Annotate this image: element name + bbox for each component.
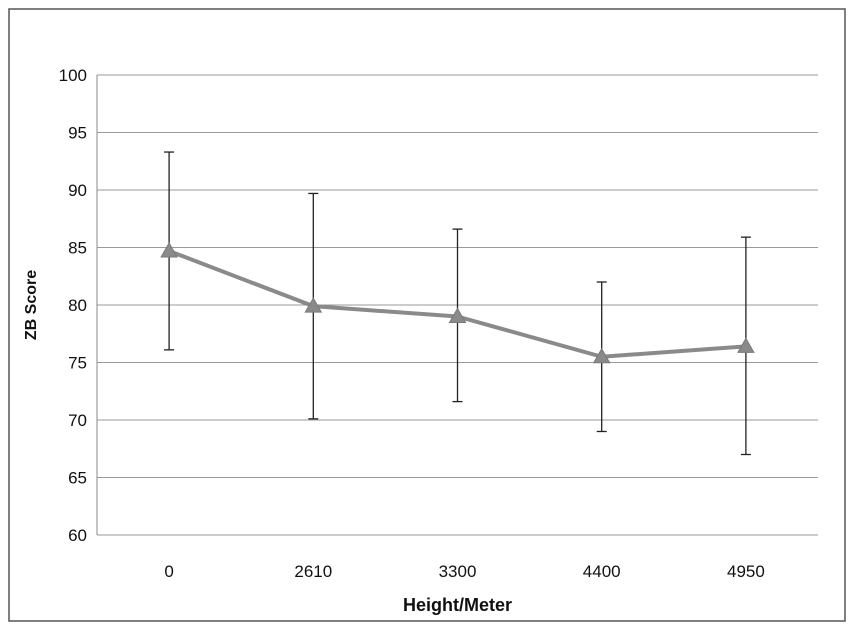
y-tick-label: 90	[68, 181, 87, 200]
data-point-marker	[737, 337, 755, 353]
x-axis-title: Height/Meter	[403, 595, 512, 615]
y-tick-label: 85	[68, 239, 87, 258]
x-tick-label: 0	[164, 562, 173, 581]
y-tick-label: 80	[68, 296, 87, 315]
y-tick-label: 100	[59, 66, 87, 85]
y-tick-label: 65	[68, 469, 87, 488]
data-markers	[160, 241, 755, 364]
data-point-marker	[304, 297, 323, 313]
data-point-marker	[448, 307, 467, 323]
x-tick-label: 4400	[583, 562, 621, 581]
x-tick-label: 3300	[439, 562, 477, 581]
x-tick-labels: 0 2610 3300 4400 4950	[164, 562, 764, 581]
data-point-marker	[160, 241, 178, 258]
x-tick-label: 4950	[727, 562, 765, 581]
x-tick-label: 2610	[294, 562, 332, 581]
gridlines	[96, 74, 818, 536]
y-tick-label: 70	[68, 411, 87, 430]
y-tick-label: 60	[68, 526, 87, 545]
y-tick-label: 95	[68, 124, 87, 143]
y-axis-title: ZB Score	[23, 270, 40, 340]
y-tick-labels: 60 65 70 75 80 85 90 95 100	[59, 66, 87, 545]
y-tick-label: 75	[68, 354, 87, 373]
data-point-marker	[592, 347, 611, 364]
